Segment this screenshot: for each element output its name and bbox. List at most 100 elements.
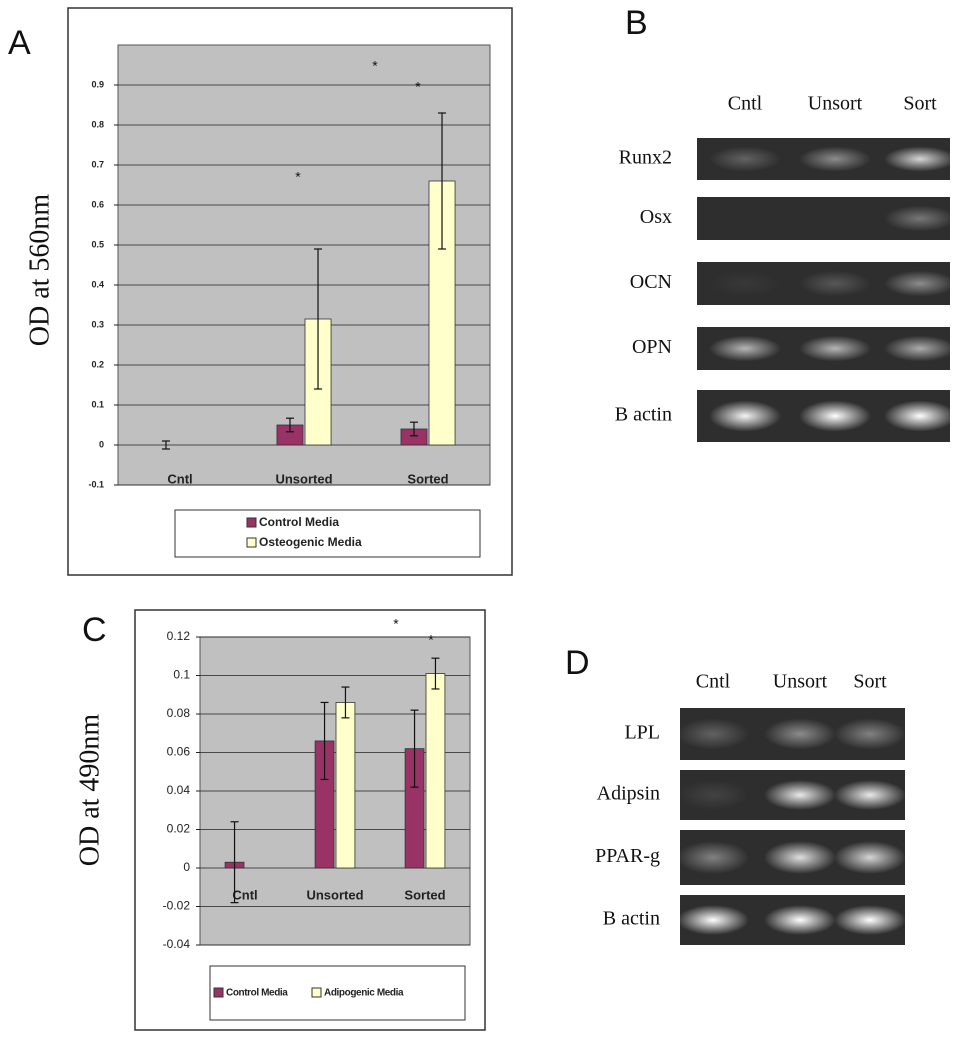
panel-letter: A [8, 24, 31, 62]
gel-column-label: Cntl [696, 671, 731, 693]
bar [335, 702, 356, 869]
legend-box [174, 509, 481, 558]
significance-star: * [372, 58, 378, 74]
gel-band [799, 270, 871, 297]
gel-band [884, 270, 956, 297]
y-tick-label: 0 [99, 439, 104, 449]
legend-swatch [246, 517, 257, 528]
gel-band [677, 780, 749, 810]
bar [425, 673, 446, 869]
gel-band [884, 146, 956, 172]
gel-band [834, 905, 906, 935]
gel-band [709, 400, 781, 432]
significance-star: * [428, 632, 434, 648]
y-tick-label: 0.06 [167, 745, 191, 759]
error-bar [161, 440, 170, 450]
error-bar [314, 248, 323, 390]
gel-band [884, 335, 956, 362]
gel-band [799, 335, 871, 362]
legend-swatch [246, 537, 257, 548]
gel-band [884, 400, 956, 432]
significance-star: * [295, 169, 301, 185]
gel-row-label: OPN [632, 336, 672, 358]
gel-band [799, 146, 871, 172]
panel-letter: B [625, 4, 648, 42]
gel-column-label: Cntl [728, 93, 763, 115]
gel-row-label: PPAR-g [595, 845, 660, 867]
significance-star: * [415, 79, 421, 95]
y-tick-label: 0.04 [167, 783, 191, 797]
gel-band [764, 718, 836, 750]
gel-band [709, 146, 781, 172]
gel-band [834, 718, 906, 750]
x-tick-label: Unsorted [275, 471, 332, 486]
gel-column-label: Unsort [808, 93, 863, 115]
y-tick-label: 0.2 [91, 359, 104, 369]
x-tick-label: Sorted [404, 887, 445, 902]
y-tick-label: -0.02 [163, 899, 191, 913]
gel-band [677, 905, 749, 935]
error-bar [230, 821, 239, 904]
gel-band [764, 780, 836, 810]
error-bar [320, 701, 329, 781]
y-tick-label: 0.3 [91, 319, 104, 329]
legend-label: Adipogenic Media [324, 988, 404, 999]
y-tick-label: 0.6 [91, 199, 104, 209]
x-tick-label: Sorted [407, 471, 448, 486]
gel-row-label: LPL [624, 722, 660, 744]
gel-band [834, 780, 906, 810]
significance-star: * [393, 616, 399, 632]
gel-column-label: Sort [853, 671, 887, 693]
gel-row-label: OCN [630, 271, 672, 293]
gel-row-label: Osx [640, 206, 672, 228]
y-axis-label: OD at 560nm [24, 194, 55, 347]
y-tick-label: 0.4 [91, 279, 104, 289]
gel-band [709, 335, 781, 362]
legend-swatch [311, 987, 322, 998]
x-tick-label: Unsorted [306, 887, 363, 902]
y-tick-label: 0 [183, 860, 190, 874]
legend-label: Osteogenic Media [259, 535, 362, 549]
y-tick-label: 0.5 [91, 239, 104, 249]
y-axis-label: OD at 490nm [74, 714, 105, 867]
y-tick-label: 0.7 [91, 159, 104, 169]
y-tick-label: 0.12 [167, 629, 191, 643]
legend-box [209, 965, 466, 1021]
x-tick-label: Cntl [167, 471, 192, 486]
error-bar [285, 417, 294, 433]
error-bar [409, 421, 418, 437]
error-bar [410, 709, 419, 788]
x-tick-label: Cntl [232, 887, 257, 902]
panel-letter: D [565, 644, 590, 682]
y-tick-label: 0.8 [91, 119, 104, 129]
gel-band [884, 205, 956, 232]
panel-letter: C [82, 611, 107, 649]
error-bar [341, 686, 350, 719]
y-tick-label: 0.1 [91, 399, 104, 409]
gel-band [764, 905, 836, 935]
legend-label: Control Media [259, 515, 339, 529]
y-tick-label: -0.04 [163, 937, 191, 951]
plot-area [117, 44, 491, 486]
gel-band [709, 270, 781, 297]
gel-column-label: Sort [903, 93, 937, 115]
gel-band [764, 841, 836, 874]
y-tick-label: 0.02 [167, 822, 191, 836]
gel-band [677, 718, 749, 750]
legend-label: Control Media [226, 988, 288, 999]
gel-row-label: Runx2 [619, 147, 672, 169]
gel-row-label: Adipsin [597, 783, 660, 805]
gel-row-label: B actin [615, 404, 672, 426]
gel-band [799, 400, 871, 432]
y-tick-label: -0.1 [88, 479, 104, 489]
gel-band [834, 841, 906, 874]
legend-swatch [213, 987, 224, 998]
y-tick-label: 0.1 [173, 668, 190, 682]
gel-column-label: Unsort [773, 671, 828, 693]
error-bar [438, 112, 447, 250]
gel-row-label: B actin [603, 908, 660, 930]
gel-band [677, 841, 749, 874]
y-tick-label: 0.08 [167, 706, 191, 720]
